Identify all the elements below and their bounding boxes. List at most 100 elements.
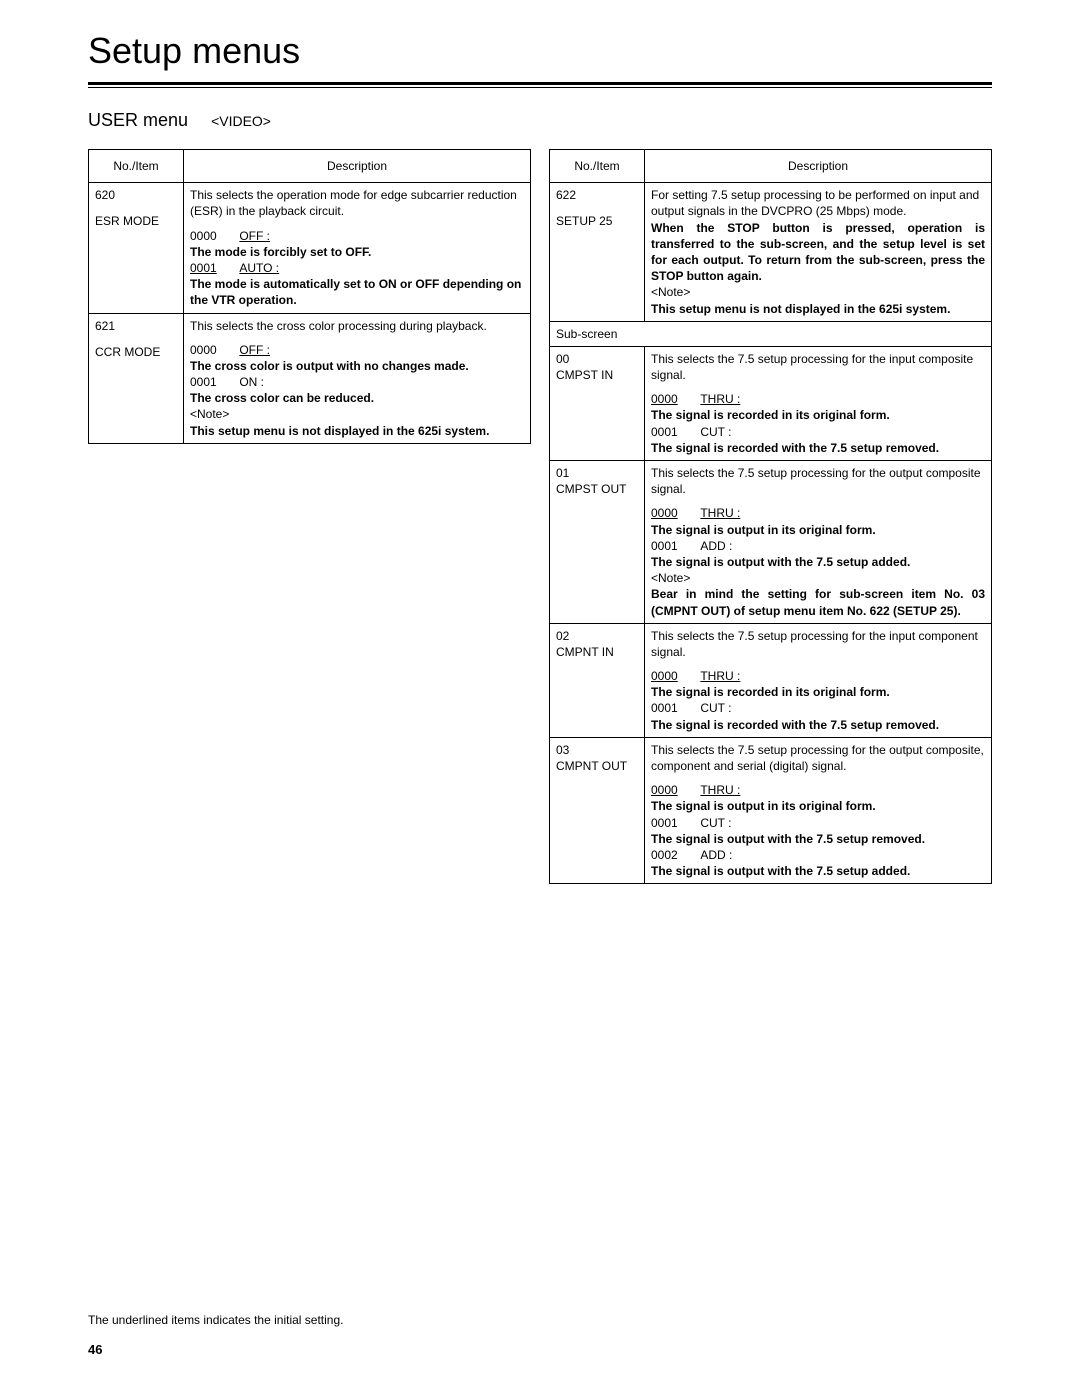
sub00-opt0: 0000 THRU : — [651, 391, 985, 407]
cell-620-desc: This selects the operation mode for edge… — [184, 183, 531, 313]
row-sub-screen: Sub-screen — [550, 321, 992, 346]
sub01-intro: This selects the 7.5 setup processing fo… — [651, 465, 985, 497]
sub02-opt1: 0001 CUT : — [651, 700, 985, 716]
sub01-opt1-desc: The signal is output with the 7.5 setup … — [651, 554, 985, 570]
sub00-opt1: 0001 CUT : — [651, 424, 985, 440]
opt-code: 0000 — [651, 391, 691, 407]
opt-code: 0000 — [651, 668, 691, 684]
opt-code: 0001 — [651, 815, 691, 831]
item-622-note-text: This setup menu is not displayed in the … — [651, 301, 985, 317]
item-621-opt0-desc: The cross color is output with no change… — [190, 358, 524, 374]
title-rule — [88, 82, 992, 88]
cell-sub00-desc: This selects the 7.5 setup processing fo… — [645, 346, 992, 460]
right-header-desc: Description — [645, 150, 992, 183]
row-sub00: 00 CMPST IN This selects the 7.5 setup p… — [550, 346, 992, 460]
sub01-note-tag: <Note> — [651, 570, 985, 586]
item-620-name: ESR MODE — [95, 213, 177, 229]
opt-label: THRU : — [700, 506, 740, 520]
left-header-desc: Description — [184, 150, 531, 183]
sub02-opt0: 0000 THRU : — [651, 668, 985, 684]
right-column: No./Item Description 622 SETUP 25 For se… — [549, 149, 992, 884]
cell-621-item: 621 CCR MODE — [89, 313, 184, 443]
sub00-no: 00 — [556, 351, 638, 367]
cell-sub02-item: 02 CMPNT IN — [550, 623, 645, 737]
sub02-name: CMPNT IN — [556, 644, 638, 660]
opt-label: CUT : — [700, 701, 731, 715]
sub02-opt0-desc: The signal is recorded in its original f… — [651, 684, 985, 700]
sub01-opt0-desc: The signal is output in its original for… — [651, 522, 985, 538]
sub01-opt0: 0000 THRU : — [651, 505, 985, 521]
item-621-opt1-desc: The cross color can be reduced. — [190, 390, 524, 406]
right-table: No./Item Description 622 SETUP 25 For se… — [549, 149, 992, 884]
left-column: No./Item Description 620 ESR MODE This s… — [88, 149, 531, 884]
cell-sub01-desc: This selects the 7.5 setup processing fo… — [645, 461, 992, 624]
row-sub02: 02 CMPNT IN This selects the 7.5 setup p… — [550, 623, 992, 737]
sub03-opt1: 0001 CUT : — [651, 815, 985, 831]
opt-code: 0000 — [190, 342, 230, 358]
sub03-opt0-desc: The signal is output in its original for… — [651, 798, 985, 814]
item-622-name: SETUP 25 — [556, 213, 638, 229]
sub01-opt1: 0001 ADD : — [651, 538, 985, 554]
item-621-name: CCR MODE — [95, 344, 177, 360]
cell-621-desc: This selects the cross color processing … — [184, 313, 531, 443]
page-title: Setup menus — [88, 30, 992, 72]
row-622: 622 SETUP 25 For setting 7.5 setup proce… — [550, 183, 992, 322]
item-622-note-tag: <Note> — [651, 284, 985, 300]
subtitle-main: USER menu — [88, 110, 188, 130]
sub03-opt2-desc: The signal is output with the 7.5 setup … — [651, 863, 985, 879]
opt-label: ON : — [239, 375, 264, 389]
sub03-name: CMPNT OUT — [556, 758, 638, 774]
opt-label: THRU : — [700, 783, 740, 797]
sub02-opt1-desc: The signal is recorded with the 7.5 setu… — [651, 717, 985, 733]
page-number: 46 — [88, 1342, 102, 1357]
row-620: 620 ESR MODE This selects the operation … — [89, 183, 531, 313]
cell-622-desc: For setting 7.5 setup processing to be p… — [645, 183, 992, 322]
sub01-name: CMPST OUT — [556, 481, 638, 497]
opt-label: CUT : — [700, 816, 731, 830]
cell-620-item: 620 ESR MODE — [89, 183, 184, 313]
cell-622-item: 622 SETUP 25 — [550, 183, 645, 322]
footnote: The underlined items indicates the initi… — [88, 1313, 343, 1327]
sub00-name: CMPST IN — [556, 367, 638, 383]
cell-sub00-item: 00 CMPST IN — [550, 346, 645, 460]
sub00-opt0-desc: The signal is recorded in its original f… — [651, 407, 985, 423]
cell-sub01-item: 01 CMPST OUT — [550, 461, 645, 624]
opt-label: THRU : — [700, 392, 740, 406]
row-621: 621 CCR MODE This selects the cross colo… — [89, 313, 531, 443]
cell-sub02-desc: This selects the 7.5 setup processing fo… — [645, 623, 992, 737]
opt-code: 0001 — [190, 260, 230, 276]
opt-label: OFF : — [239, 229, 270, 243]
item-620-no: 620 — [95, 187, 177, 203]
item-622-bold1: When the STOP button is pressed, operati… — [651, 220, 985, 285]
left-table: No./Item Description 620 ESR MODE This s… — [88, 149, 531, 444]
opt-label: CUT : — [700, 425, 731, 439]
opt-label: ADD : — [700, 848, 732, 862]
opt-code: 0000 — [190, 228, 230, 244]
item-620-opt1: 0001 AUTO : — [190, 260, 524, 276]
item-621-opt1: 0001 ON : — [190, 374, 524, 390]
subtitle-row: USER menu <VIDEO> — [88, 110, 992, 131]
row-sub03: 03 CMPNT OUT This selects the 7.5 setup … — [550, 737, 992, 884]
sub01-note-text: Bear in mind the setting for sub-screen … — [651, 586, 985, 618]
item-620-intro: This selects the operation mode for edge… — [190, 187, 524, 219]
sub03-opt2: 0002 ADD : — [651, 847, 985, 863]
sub02-intro: This selects the 7.5 setup processing fo… — [651, 628, 985, 660]
opt-code: 0001 — [651, 424, 691, 440]
opt-code: 0001 — [651, 700, 691, 716]
opt-code: 0001 — [190, 374, 230, 390]
sub03-opt0: 0000 THRU : — [651, 782, 985, 798]
item-621-note-tag: <Note> — [190, 406, 524, 422]
opt-code: 0000 — [651, 505, 691, 521]
opt-code: 0001 — [651, 538, 691, 554]
item-622-no: 622 — [556, 187, 638, 203]
sub03-no: 03 — [556, 742, 638, 758]
item-621-note-text: This setup menu is not displayed in the … — [190, 423, 524, 439]
sub02-no: 02 — [556, 628, 638, 644]
right-header-item: No./Item — [550, 150, 645, 183]
sub03-intro: This selects the 7.5 setup processing fo… — [651, 742, 985, 774]
item-620-opt0: 0000 OFF : — [190, 228, 524, 244]
opt-label: AUTO : — [239, 261, 279, 275]
item-621-no: 621 — [95, 318, 177, 334]
sub-screen-label: Sub-screen — [550, 321, 992, 346]
opt-code: 0002 — [651, 847, 691, 863]
